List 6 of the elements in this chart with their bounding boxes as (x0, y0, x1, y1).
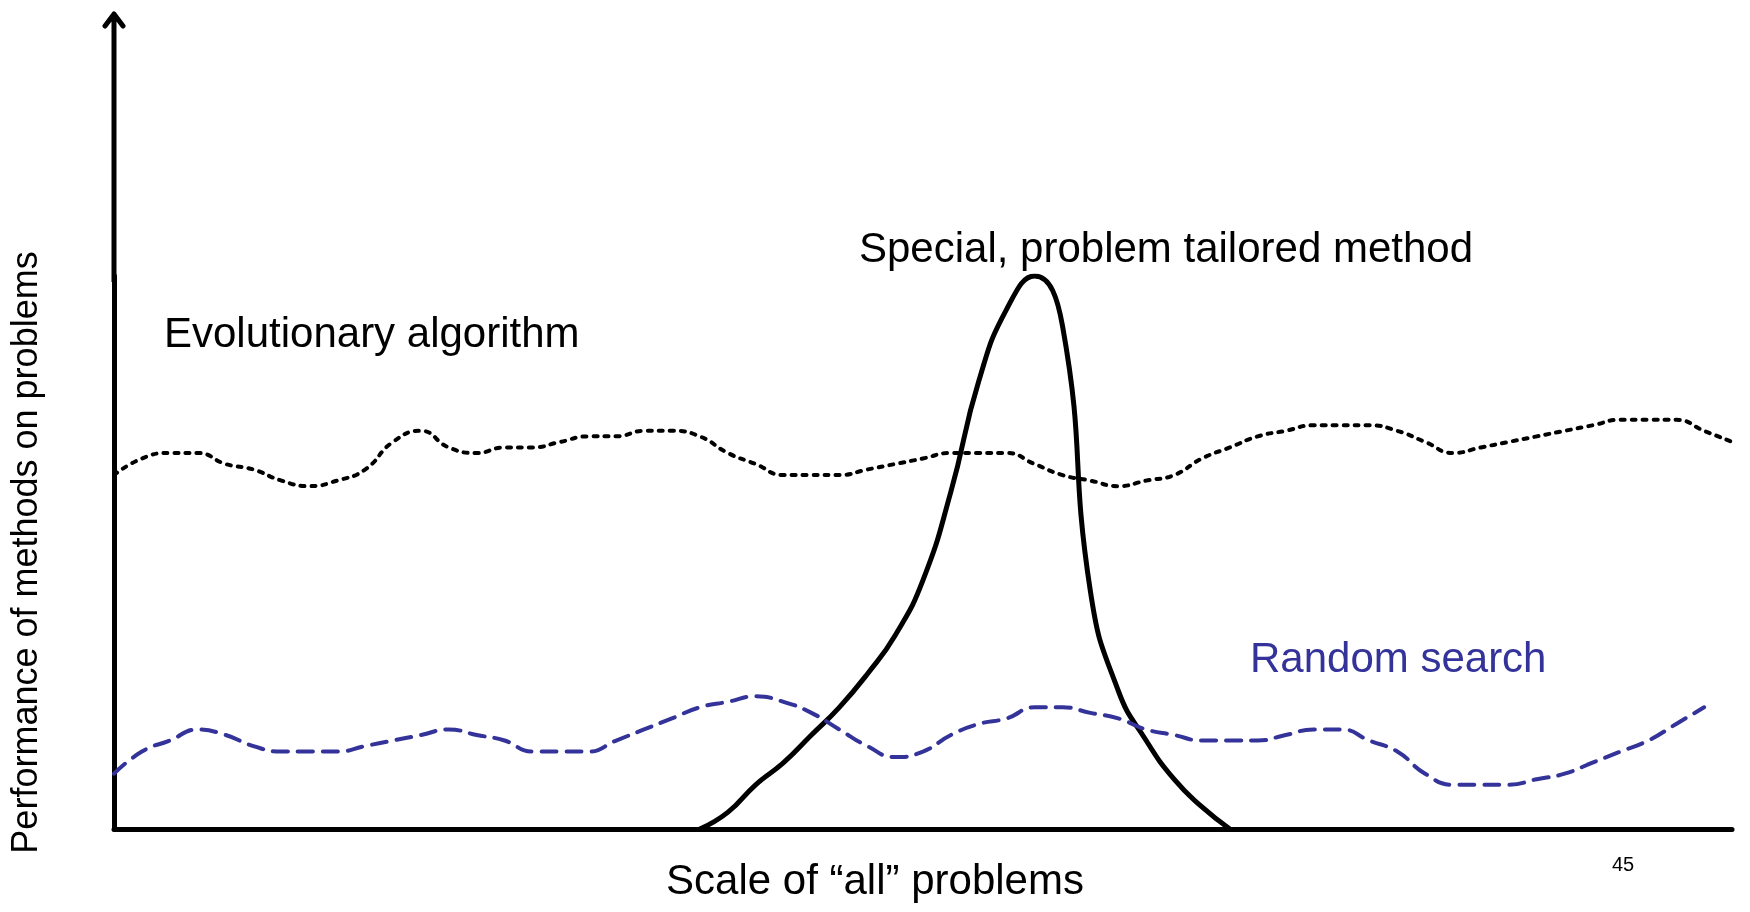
text: 45 (1612, 853, 1635, 875)
text: Special, problem tailored method (859, 223, 1474, 271)
series-label: Random search (1250, 633, 1547, 681)
series-label: Evolutionary algorithm (164, 308, 580, 356)
y-axis-title: Performance of methods on problems (3, 251, 45, 854)
x-axis-title: Scale of “all” problems (666, 855, 1084, 903)
